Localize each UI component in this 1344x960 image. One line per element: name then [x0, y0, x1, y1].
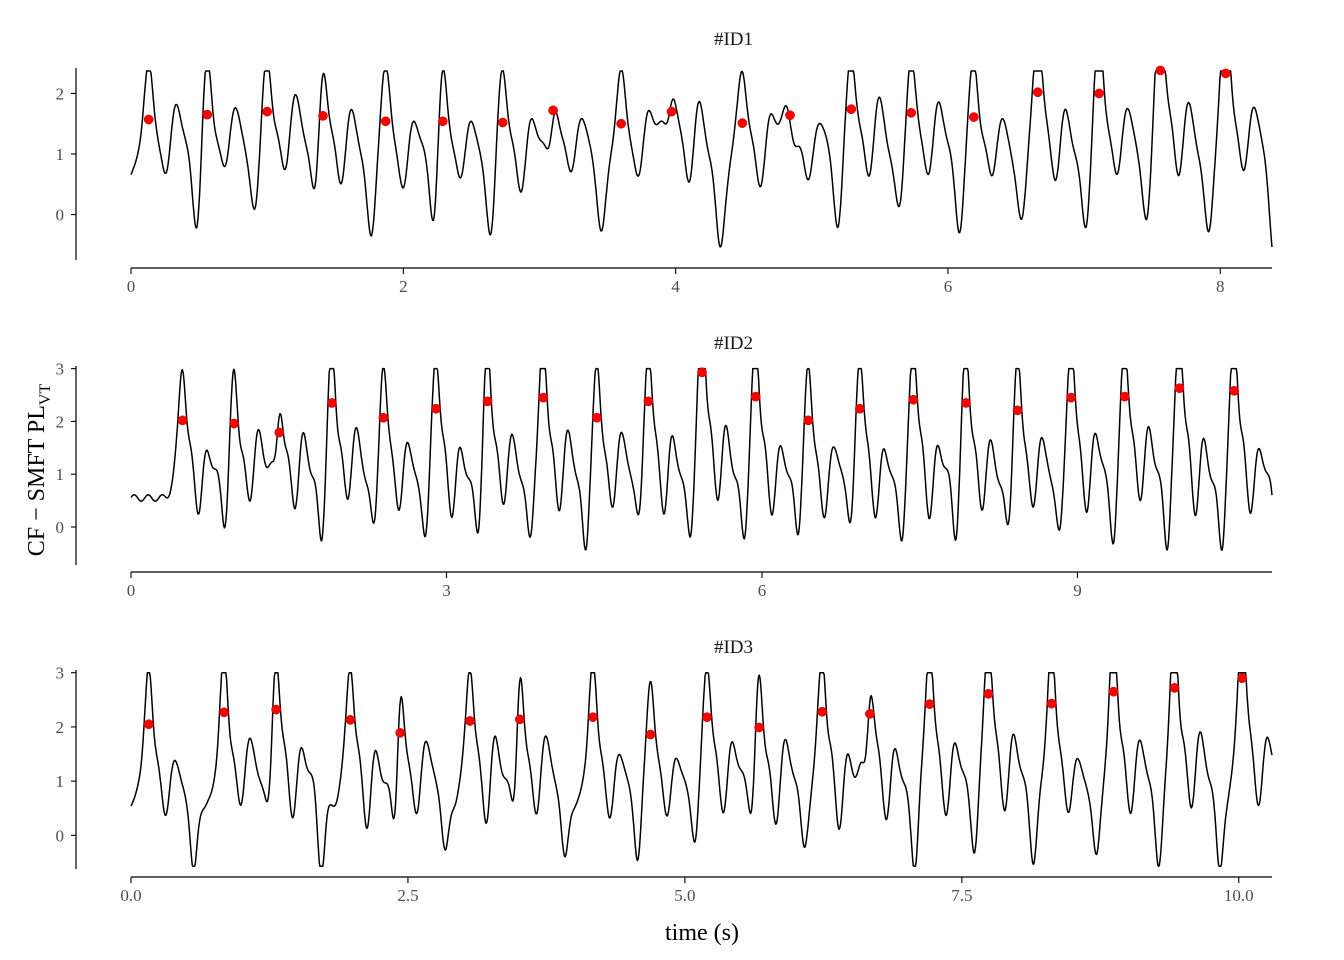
peak-marker	[482, 396, 493, 407]
peak-marker	[380, 116, 391, 127]
peak-marker	[1046, 698, 1057, 709]
peak-marker	[803, 415, 814, 426]
signal-trace	[130, 367, 1273, 551]
x-tick-label: 6	[944, 277, 953, 296]
peak-marker	[514, 714, 525, 725]
x-tick-label: 8	[1216, 277, 1225, 296]
peak-marker	[1066, 392, 1076, 403]
x-tick-label: 7.5	[951, 886, 972, 905]
y-tick-label: 2	[56, 412, 65, 431]
x-tick-label: 5.0	[674, 886, 695, 905]
peak-marker	[645, 729, 656, 740]
peak-marker	[1108, 686, 1119, 697]
peak-marker	[548, 105, 558, 116]
peak-marker	[697, 367, 707, 378]
peak-marker	[865, 709, 875, 719]
y-axis-title: CF − SMFT PLVT	[24, 384, 54, 557]
peak-marker	[737, 118, 748, 128]
peak-marker	[219, 707, 229, 718]
x-tick-label: 6	[758, 581, 767, 600]
peak-marker	[1169, 683, 1180, 693]
panel-title: #ID3	[714, 637, 753, 658]
peak-marker	[968, 112, 979, 122]
x-tick-label: 0	[127, 277, 136, 296]
peak-marker	[327, 398, 337, 408]
peak-marker	[643, 396, 654, 407]
x-tick-label: 3	[442, 581, 451, 600]
peak-marker	[616, 118, 627, 129]
x-tick-label: 10.0	[1224, 886, 1254, 905]
peak-marker	[431, 403, 441, 414]
peak-marker	[1119, 391, 1130, 402]
peak-marker	[588, 712, 598, 723]
peak-marker	[1094, 88, 1104, 99]
y-tick-label: 2	[56, 718, 65, 737]
peak-marker	[437, 116, 448, 127]
peak-marker	[202, 109, 213, 120]
peak-marker	[378, 412, 389, 423]
peak-marker	[274, 427, 285, 438]
peak-marker	[750, 391, 761, 402]
peak-marker	[1229, 385, 1239, 396]
peak-marker	[465, 716, 475, 726]
peak-marker	[1155, 65, 1166, 76]
peak-marker	[143, 114, 154, 125]
peak-marker	[854, 403, 865, 414]
y-tick-label: 1	[56, 772, 65, 791]
peak-marker	[395, 728, 406, 738]
peak-marker	[846, 104, 857, 115]
panel-title: #ID2	[714, 333, 753, 354]
y-tick-label: 1	[56, 465, 65, 484]
peak-marker	[143, 719, 154, 730]
peak-marker	[702, 712, 712, 723]
peak-marker	[271, 704, 281, 715]
peak-marker	[262, 106, 273, 117]
peak-marker	[666, 106, 677, 117]
y-tick-label: 0	[56, 518, 65, 537]
panel-3: #ID3 0.0 2.5 5.0 7.5 10.0 0 1 2 3	[56, 637, 1273, 905]
panel-1: #ID1 0 2 4 6 8 0 1 2	[56, 29, 1273, 296]
x-tick-label: 2	[399, 277, 408, 296]
peak-marker	[817, 706, 828, 717]
y-tick-label: 1	[56, 145, 65, 164]
x-tick-label: 0	[127, 581, 136, 600]
y-tick-label: 0	[56, 826, 65, 845]
y-tick-label: 3	[56, 664, 65, 683]
peak-marker	[345, 715, 356, 725]
y-axis-title-subscript: VT	[37, 384, 54, 406]
panel-title: #ID1	[714, 29, 753, 50]
peak-marker	[229, 418, 239, 429]
peak-marker	[983, 689, 994, 699]
peak-marker	[754, 722, 764, 733]
y-tick-label: 3	[56, 360, 65, 379]
x-tick-label: 2.5	[397, 886, 418, 905]
peak-marker	[1032, 87, 1043, 98]
x-axis-title: time (s)	[665, 920, 739, 946]
panel-2: #ID2 0 3 6 9 0 1 2 3	[56, 333, 1273, 600]
x-tick-label: 0.0	[120, 886, 141, 905]
peak-marker	[497, 117, 508, 128]
y-tick-label: 0	[56, 206, 65, 225]
peak-marker	[1220, 68, 1231, 79]
peak-marker	[906, 107, 917, 118]
panels: #ID1 0 2 4 6 8 0 1 2 #ID2 0 3 6 9 0 1 2 3 #ID3 0.0 2.5 5.0 7.5…	[56, 29, 1273, 905]
signal-trace	[130, 671, 1273, 868]
peak-marker	[908, 394, 919, 405]
peak-marker	[785, 110, 795, 121]
x-tick-label: 9	[1073, 581, 1082, 600]
y-tick-label: 2	[56, 84, 65, 103]
peak-marker	[318, 110, 328, 121]
peak-marker	[177, 415, 188, 426]
peak-marker	[924, 699, 935, 710]
peak-marker	[961, 398, 971, 408]
peak-marker	[1174, 383, 1185, 394]
peak-marker	[1012, 405, 1023, 416]
signal-trace	[130, 70, 1273, 248]
peak-marker	[1237, 673, 1247, 683]
x-tick-label: 4	[671, 277, 680, 296]
y-axis-title-main: CF − SMFT PL	[24, 405, 50, 556]
peak-marker	[592, 412, 602, 423]
peak-marker	[538, 392, 549, 403]
